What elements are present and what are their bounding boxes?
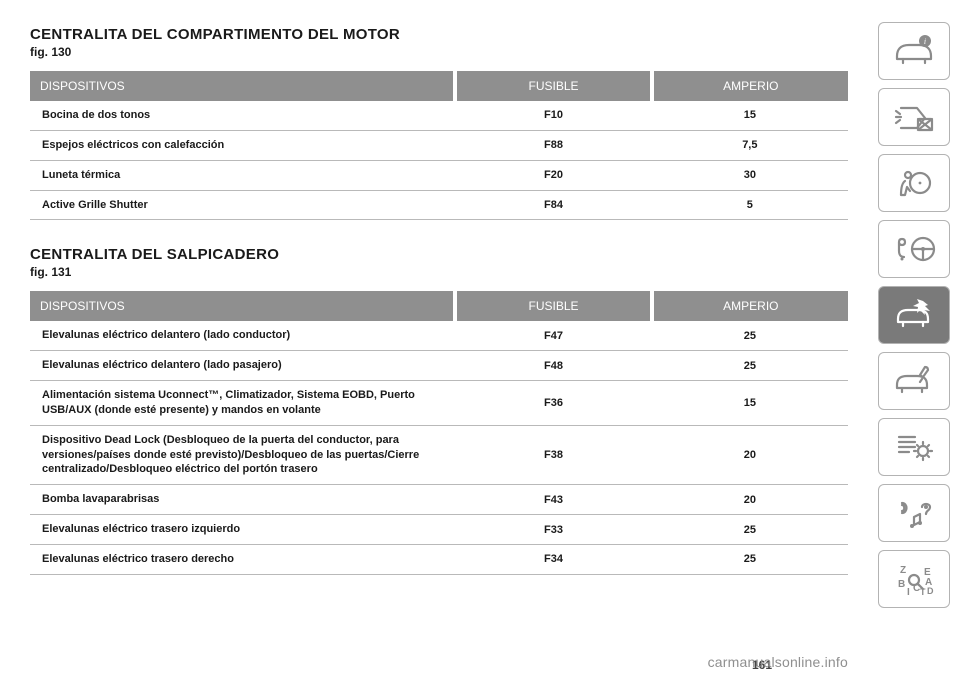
cell-dispositivo: Elevalunas eléctrico delantero (lado con… <box>30 321 455 350</box>
svg-text:B: B <box>898 579 905 590</box>
table-row: Luneta térmicaF2030 <box>30 160 848 190</box>
page: CENTRALITA DEL COMPARTIMENTO DEL MOTOR f… <box>0 0 960 678</box>
cell-dispositivo: Elevalunas eléctrico trasero derecho <box>30 544 455 574</box>
tab-media[interactable] <box>878 484 950 542</box>
cell-fusible: F36 <box>455 381 651 426</box>
cell-fusible: F84 <box>455 190 651 220</box>
table-row: Elevalunas eléctrico trasero derechoF342… <box>30 544 848 574</box>
table-row: Bocina de dos tonosF1015 <box>30 101 848 130</box>
main-content: CENTRALITA DEL COMPARTIMENTO DEL MOTOR f… <box>0 0 872 678</box>
svg-text:I: I <box>907 587 910 598</box>
col-dispositivos: DISPOSITIVOS <box>30 71 455 101</box>
section1-title: CENTRALITA DEL COMPARTIMENTO DEL MOTOR <box>30 26 848 43</box>
cell-dispositivo: Bocina de dos tonos <box>30 101 455 130</box>
svg-text:Z: Z <box>900 565 906 576</box>
tab-index[interactable]: Z B I C T E A D <box>878 550 950 608</box>
tab-airbag[interactable] <box>878 154 950 212</box>
cell-dispositivo: Espejos eléctricos con calefacción <box>30 130 455 160</box>
tab-controls[interactable] <box>878 220 950 278</box>
cell-dispositivo: Luneta térmica <box>30 160 455 190</box>
cell-amperio: 25 <box>652 515 848 545</box>
cell-amperio: 20 <box>652 485 848 515</box>
table-motor: DISPOSITIVOS FUSIBLE AMPERIO Bocina de d… <box>30 71 848 220</box>
cell-fusible: F20 <box>455 160 651 190</box>
svg-text:i: i <box>924 37 926 46</box>
table-row: Elevalunas eléctrico delantero (lado pas… <box>30 351 848 381</box>
footer-url: carmanualsonline.info <box>708 654 848 670</box>
cell-fusible: F48 <box>455 351 651 381</box>
table-row: Bomba lavaparabrisasF4320 <box>30 485 848 515</box>
cell-dispositivo: Active Grille Shutter <box>30 190 455 220</box>
cell-dispositivo: Elevalunas eléctrico delantero (lado pas… <box>30 351 455 381</box>
cell-amperio: 7,5 <box>652 130 848 160</box>
cell-fusible: F33 <box>455 515 651 545</box>
table-row: Elevalunas eléctrico delantero (lado con… <box>30 321 848 350</box>
cell-fusible: F38 <box>455 425 651 485</box>
tab-service[interactable] <box>878 352 950 410</box>
col-amperio: AMPERIO <box>652 291 848 321</box>
cell-dispositivo: Alimentación sistema Uconnect™, Climatiz… <box>30 381 455 426</box>
col-dispositivos: DISPOSITIVOS <box>30 291 455 321</box>
table-row: Active Grille ShutterF845 <box>30 190 848 220</box>
cell-fusible: F43 <box>455 485 651 515</box>
cell-dispositivo: Elevalunas eléctrico trasero izquierdo <box>30 515 455 545</box>
svg-text:D: D <box>927 586 934 596</box>
table-row: Dispositivo Dead Lock (Desbloqueo de la … <box>30 425 848 485</box>
cell-amperio: 25 <box>652 351 848 381</box>
tab-settings[interactable] <box>878 418 950 476</box>
col-fusible: FUSIBLE <box>455 291 651 321</box>
cell-dispositivo: Dispositivo Dead Lock (Desbloqueo de la … <box>30 425 455 485</box>
tab-info[interactable]: i <box>878 22 950 80</box>
tab-collision[interactable] <box>878 286 950 344</box>
cell-amperio: 5 <box>652 190 848 220</box>
cell-amperio: 25 <box>652 544 848 574</box>
col-amperio: AMPERIO <box>652 71 848 101</box>
sidebar: i Z B I C T E <box>872 0 960 678</box>
cell-amperio: 15 <box>652 381 848 426</box>
table-row: Elevalunas eléctrico trasero izquierdoF3… <box>30 515 848 545</box>
table-salpicadero: DISPOSITIVOS FUSIBLE AMPERIO Elevalunas … <box>30 291 848 574</box>
table-row: Espejos eléctricos con calefacciónF887,5 <box>30 130 848 160</box>
cell-amperio: 25 <box>652 321 848 350</box>
tab-lights[interactable] <box>878 88 950 146</box>
cell-amperio: 30 <box>652 160 848 190</box>
cell-fusible: F47 <box>455 321 651 350</box>
col-fusible: FUSIBLE <box>455 71 651 101</box>
cell-amperio: 15 <box>652 101 848 130</box>
cell-fusible: F34 <box>455 544 651 574</box>
section2-figref: fig. 131 <box>30 265 848 279</box>
table-row: Alimentación sistema Uconnect™, Climatiz… <box>30 381 848 426</box>
cell-fusible: F10 <box>455 101 651 130</box>
cell-amperio: 20 <box>652 425 848 485</box>
section2-title: CENTRALITA DEL SALPICADERO <box>30 246 848 263</box>
section1-figref: fig. 130 <box>30 45 848 59</box>
cell-dispositivo: Bomba lavaparabrisas <box>30 485 455 515</box>
cell-fusible: F88 <box>455 130 651 160</box>
